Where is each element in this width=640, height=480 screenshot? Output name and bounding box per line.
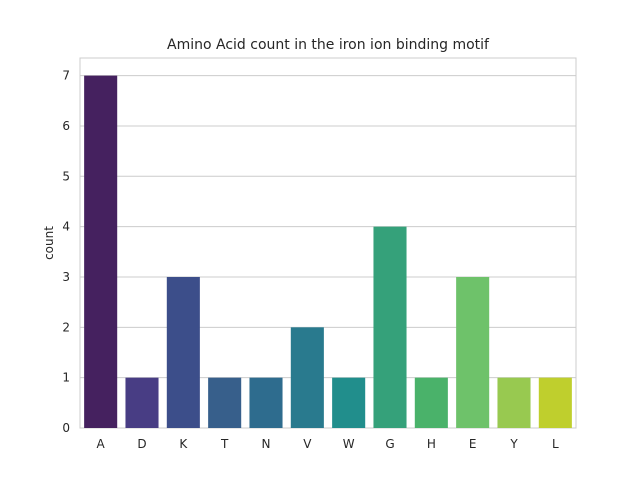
x-tick-label: W <box>343 437 355 451</box>
y-tick-label: 6 <box>62 119 70 133</box>
x-tick-label: T <box>220 437 229 451</box>
x-tick-label: Y <box>509 437 518 451</box>
bars <box>84 75 572 428</box>
bar-H <box>414 377 448 428</box>
bar-Y <box>497 377 531 428</box>
x-tick-label: V <box>303 437 312 451</box>
y-tick-label: 1 <box>62 371 70 385</box>
x-tick-label: A <box>97 437 106 451</box>
bar-N <box>249 377 283 428</box>
x-tick-label: G <box>385 437 394 451</box>
x-tick-label: N <box>262 437 271 451</box>
bar-A <box>84 75 118 428</box>
y-tick-label: 2 <box>62 320 70 334</box>
y-tick-labels: 0 1 2 3 4 5 6 7 <box>62 69 70 435</box>
chart-title: Amino Acid count in the iron ion binding… <box>167 37 490 53</box>
bar-D <box>125 377 159 428</box>
bar-T <box>208 377 242 428</box>
y-tick-label: 4 <box>62 220 70 234</box>
x-tick-label: L <box>552 437 559 451</box>
x-tick-label: K <box>179 437 188 451</box>
bar-K <box>166 276 200 428</box>
bar-W <box>332 377 366 428</box>
bar-E <box>456 276 490 428</box>
y-tick-label: 0 <box>62 421 70 435</box>
gridlines <box>80 75 576 429</box>
x-tick-label: H <box>427 437 436 451</box>
bar-G <box>373 226 407 428</box>
y-tick-label: 7 <box>62 69 70 83</box>
y-tick-label: 3 <box>62 270 70 284</box>
x-tick-label: D <box>137 437 146 451</box>
bar-V <box>290 327 324 428</box>
x-tick-label: E <box>469 437 477 451</box>
bar-L <box>538 377 572 428</box>
y-tick-label: 5 <box>62 169 70 183</box>
plot-frame <box>79 57 577 429</box>
y-axis-label: count <box>42 226 56 260</box>
